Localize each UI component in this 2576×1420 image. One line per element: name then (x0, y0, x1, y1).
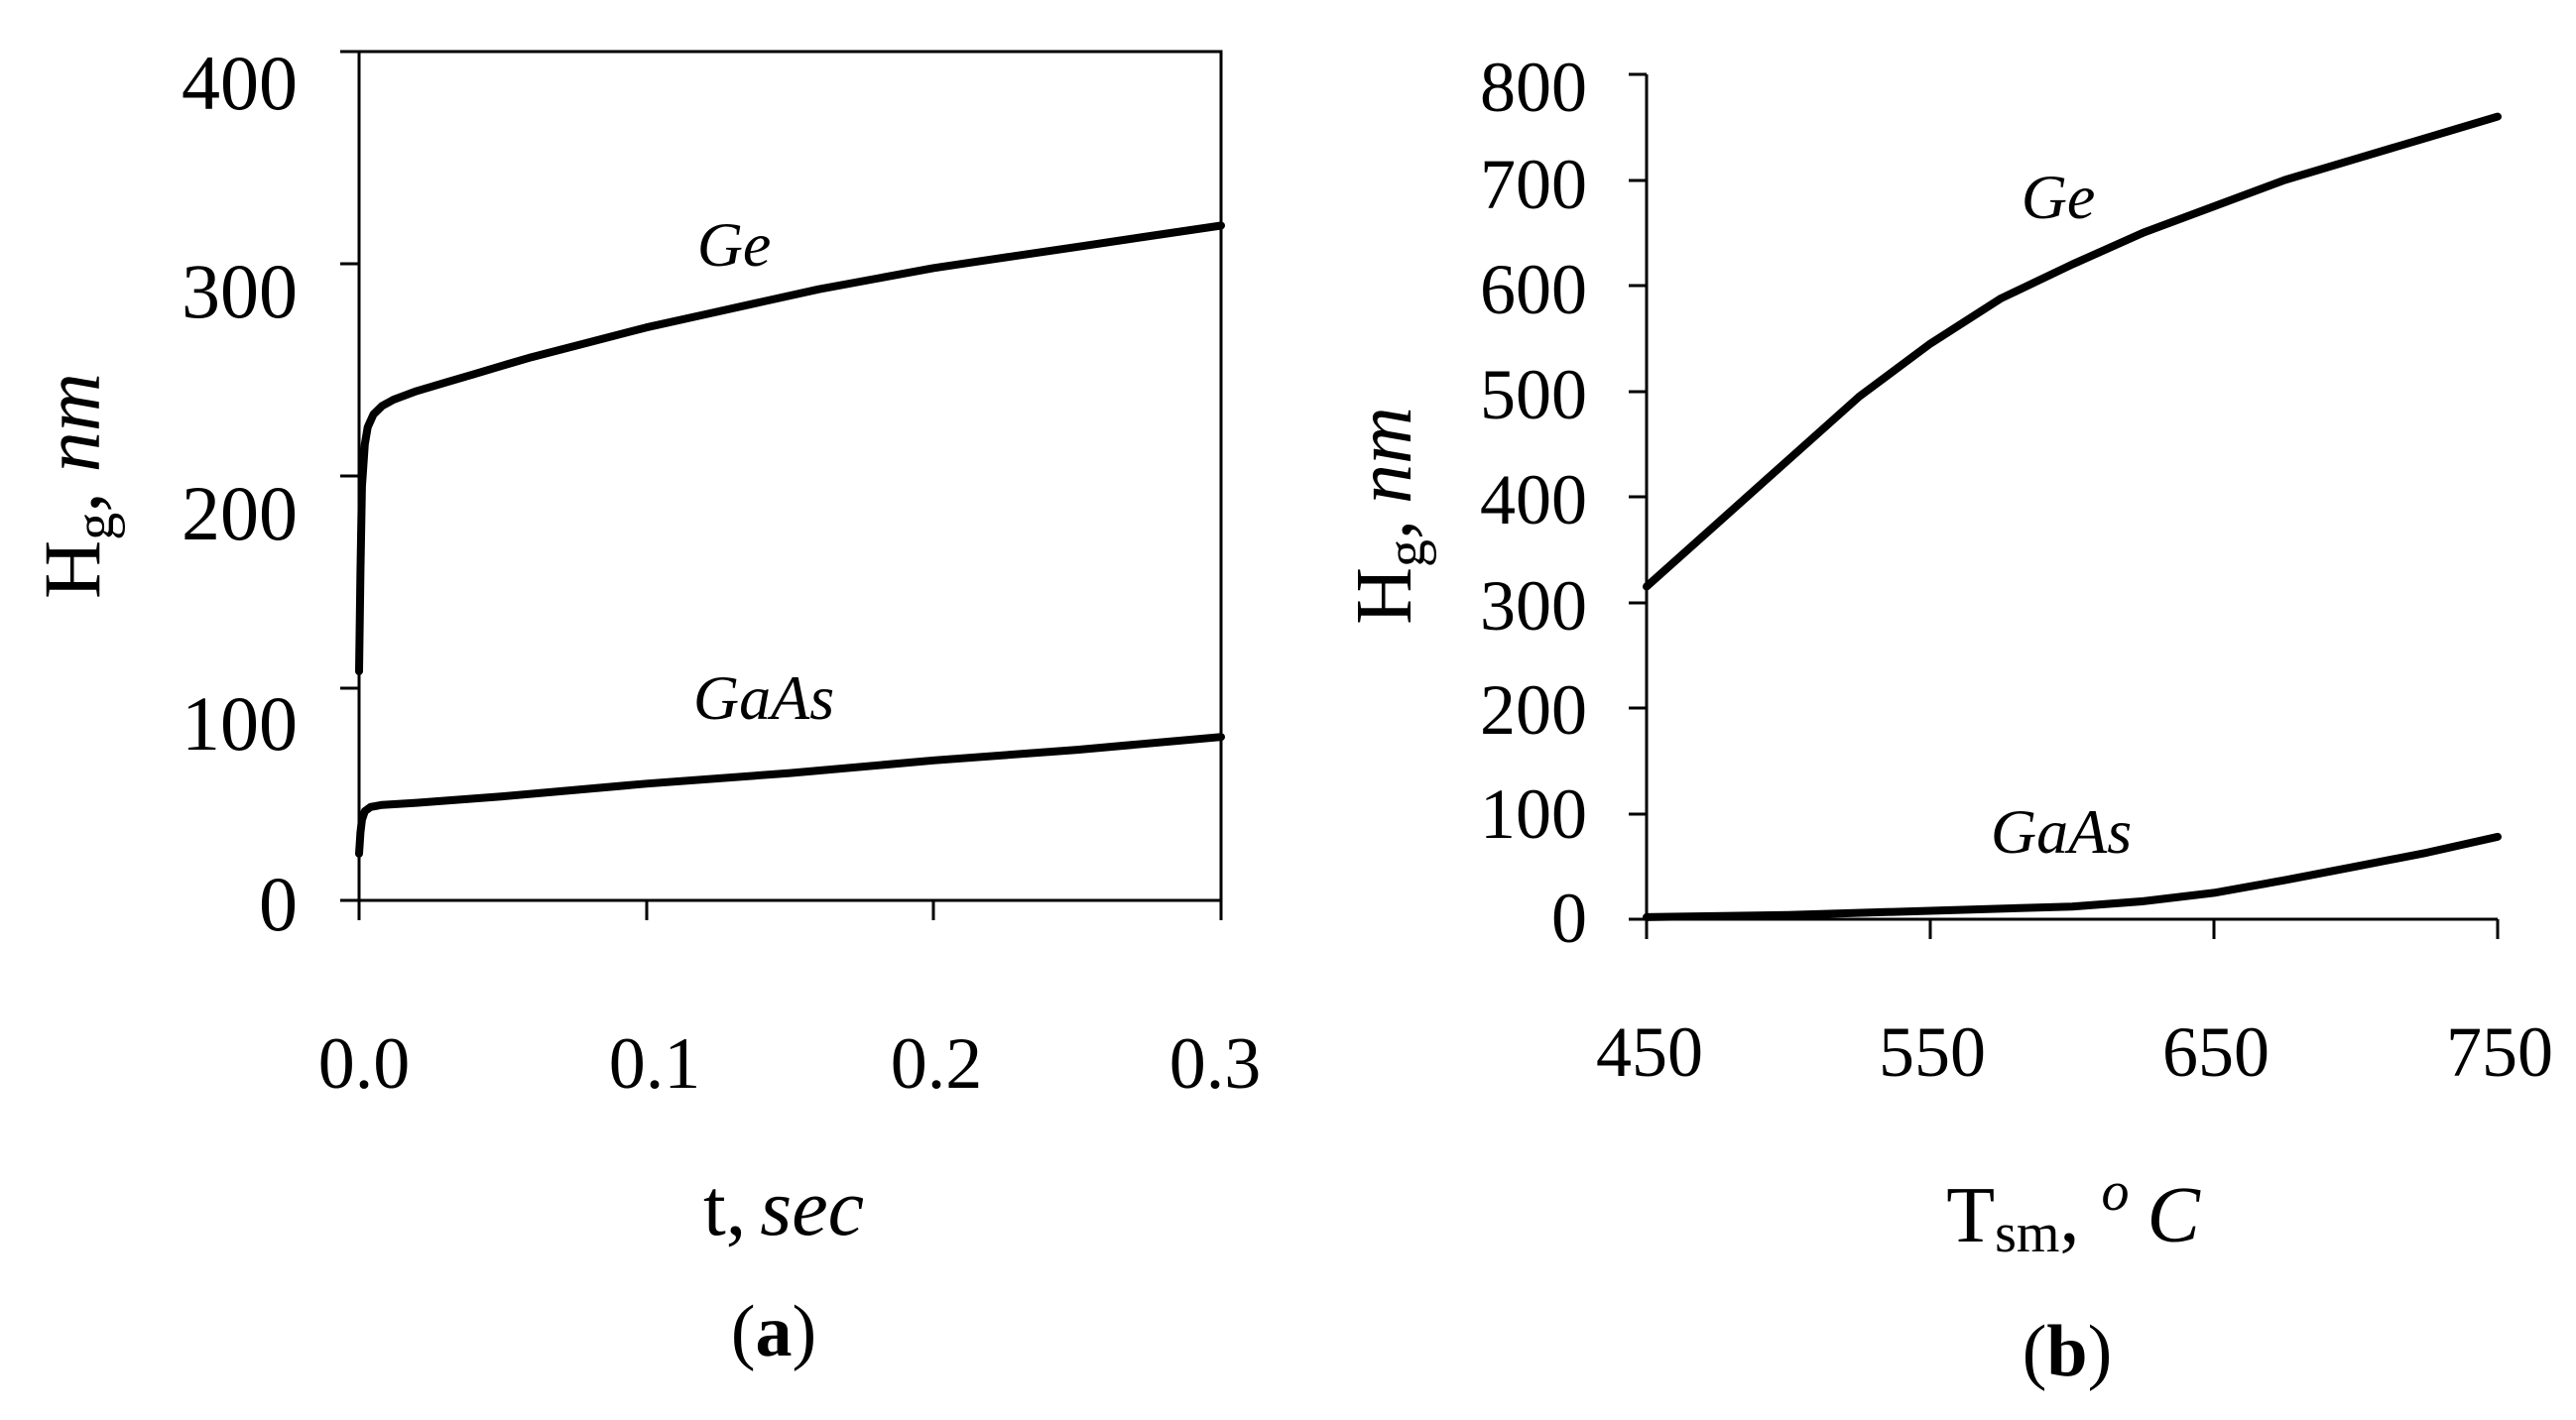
y-axis-title-a: Hg, nm (27, 373, 126, 599)
y-tick-label-a-4: 400 (182, 40, 298, 126)
x-axis-title-b-sup: o (2101, 1161, 2129, 1223)
y-tick-label-b-6: 600 (1480, 250, 1587, 329)
x-axis-title-a-var: t, (703, 1162, 746, 1252)
y-tick-label-b-1: 100 (1480, 774, 1587, 854)
y-tick-label-b-0: 0 (1551, 879, 1587, 958)
y-tick-label-b-8: 800 (1480, 48, 1587, 127)
series-label-ge-a: Ge (697, 209, 772, 280)
x-axis-title-b-unit: C (2147, 1172, 2201, 1259)
x-axis-title-b: Tsm, o C (1946, 1161, 2201, 1264)
x-tick-label-a-0: 0.0 (318, 1023, 411, 1105)
ge-curve-b (1643, 112, 2502, 591)
x-axis-title-b-sub: sm (1995, 1203, 2059, 1264)
y-axis-title-a-sep: , (27, 492, 117, 513)
y-tick-label-b-4: 400 (1480, 460, 1587, 539)
x-tick-label-a-2: 0.2 (891, 1023, 983, 1105)
y-axis-title-b-unit: nm (1341, 407, 1428, 504)
x-tick-label-a-1: 0.1 (609, 1023, 701, 1105)
ge-curve-a (355, 221, 1225, 675)
x-tick-label-b-2: 650 (2162, 1012, 2269, 1092)
x-tick-label-a-3: 0.3 (1169, 1023, 1262, 1105)
series-label-ge-b: Ge (2022, 162, 2096, 232)
x-tick-label-b-0: 450 (1596, 1012, 1703, 1092)
y-tick-label-b-3: 300 (1480, 566, 1587, 646)
x-tick-label-b-1: 550 (1879, 1012, 1986, 1092)
x-axis-title-a: t, sec (703, 1162, 864, 1252)
series-label-gaas-a: GaAs (693, 662, 834, 733)
panel-tag-b: (b) (2023, 1311, 2112, 1392)
y-axis-title-b: Hg, nm (1341, 407, 1437, 625)
gaas-curve-a (355, 733, 1225, 858)
panel-tag-a-letter: a (756, 1291, 793, 1372)
y-axis-title-a-sub: g (64, 513, 126, 540)
x-axis-title-b-var: T (1946, 1172, 1995, 1259)
y-tick-label-a-0: 0 (259, 861, 298, 947)
panel-tag-a: (a) (731, 1291, 816, 1372)
y-tick-label-b-2: 200 (1480, 670, 1587, 750)
y-axis-title-b-sep: , (1341, 520, 1428, 539)
y-tick-label-a-1: 100 (182, 680, 298, 767)
y-tick-label-b-5: 500 (1480, 355, 1587, 434)
x-tick-label-b-3: 750 (2446, 1012, 2553, 1092)
y-axis-title-a-var: H (27, 540, 117, 599)
x-axis-title-b-sep: , (2059, 1172, 2079, 1259)
y-tick-label-a-2: 200 (182, 470, 298, 556)
panel-tag-b-letter: b (2046, 1311, 2087, 1392)
y-tick-label-a-3: 300 (182, 248, 298, 334)
panel-a: 0 100 200 300 400 0.0 0.1 0.2 0.3 Hg,nm … (27, 40, 1261, 1372)
x-axis-title-a-unit: sec (760, 1162, 864, 1252)
panel-b: 0 100 200 300 400 500 600 700 800 450 55… (1341, 48, 2553, 1392)
y-axis-title-b-sub: g (1376, 539, 1437, 567)
y-tick-label-b-7: 700 (1480, 145, 1587, 224)
series-label-gaas-b: GaAs (1991, 796, 2132, 867)
gaas-curve-b (1643, 832, 2502, 921)
y-axis-title-a-unit: nm (27, 373, 117, 472)
y-axis-title-b-var: H (1341, 567, 1428, 625)
